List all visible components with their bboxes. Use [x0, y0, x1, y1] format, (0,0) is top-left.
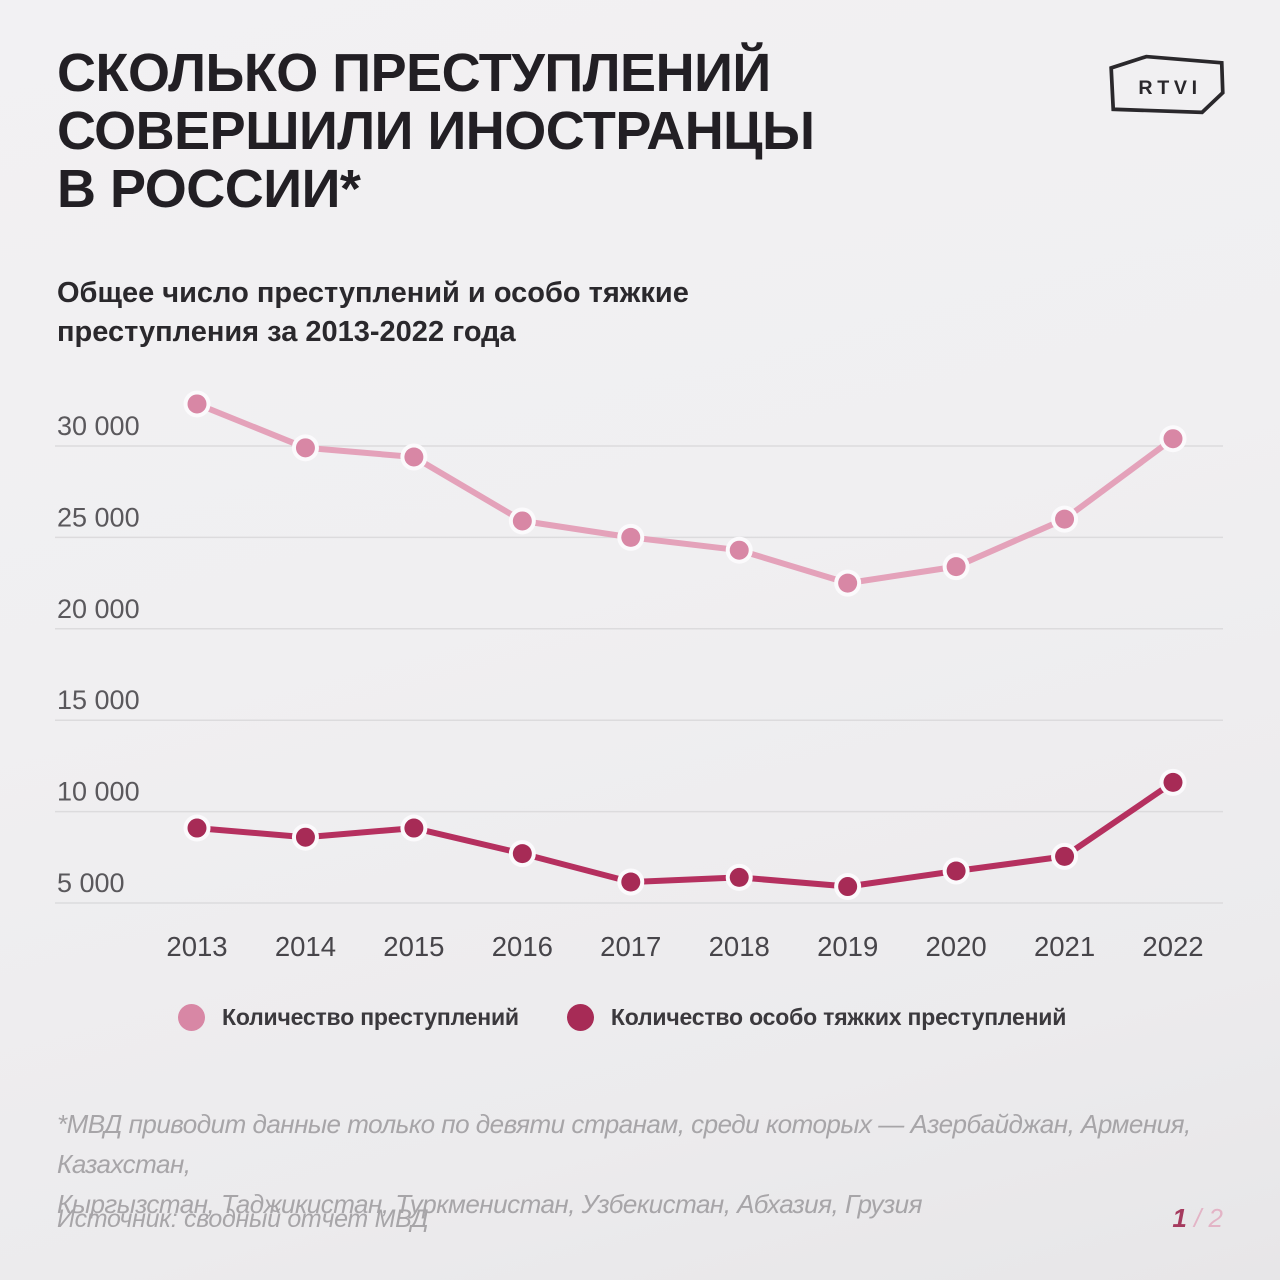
- data-point: [621, 872, 641, 892]
- data-point: [729, 867, 749, 887]
- page-separator: /: [1186, 1203, 1209, 1233]
- data-point: [838, 573, 858, 593]
- series-line-0: [194, 401, 1176, 587]
- legend-label-grave-crimes: Количество особо тяжких преступлений: [610, 1004, 1067, 1030]
- x-axis-tick-label: 2014: [275, 931, 336, 962]
- data-point: [1055, 509, 1075, 529]
- y-axis-tick-label: 25 000: [57, 502, 140, 532]
- legend-item-grave-crimes: Количество особо тяжких преступлений: [566, 1004, 1067, 1031]
- x-axis-tick-label: 2018: [709, 931, 770, 962]
- data-point: [946, 557, 966, 577]
- y-axis-tick-label: 15 000: [57, 685, 140, 715]
- data-point: [1163, 429, 1183, 449]
- source-label: Источник: сводный отчет МВД: [57, 1205, 429, 1233]
- page-indicator: 1 / 2: [1172, 1203, 1223, 1234]
- data-point: [621, 527, 641, 547]
- data-point: [404, 447, 424, 467]
- y-axis-tick-label: 20 000: [57, 594, 140, 624]
- rtvi-logo-frame-icon: [1109, 54, 1225, 115]
- data-point: [295, 827, 315, 847]
- source-row: Источник: сводный отчет МВД 1 / 2: [57, 1203, 1223, 1234]
- chart-legend: Количество преступлений Количество особо…: [178, 1004, 1066, 1031]
- x-axis-tick-label: 2019: [817, 931, 878, 962]
- page-current: 1: [1172, 1203, 1187, 1233]
- data-point: [1055, 846, 1075, 866]
- chart-subtitle: Общее число преступлений и особо тяжкие …: [57, 277, 689, 348]
- x-axis-tick-label: 2020: [926, 931, 987, 962]
- legend-dot-pink-icon: [178, 1004, 205, 1031]
- rtvi-logo-text: RTVI: [1138, 77, 1201, 99]
- x-axis-tick-label: 2022: [1142, 931, 1203, 962]
- rtvi-logo: RTVI: [1109, 54, 1225, 115]
- data-point: [838, 877, 858, 897]
- data-point: [187, 394, 207, 414]
- x-axis-tick-label: 2016: [492, 931, 553, 962]
- data-point: [946, 861, 966, 881]
- series-line-1: [194, 779, 1176, 890]
- x-axis-tick-label: 2015: [383, 931, 444, 962]
- legend-dot-crimson-icon: [566, 1004, 594, 1031]
- y-axis-tick-label: 5 000: [57, 868, 125, 898]
- y-axis-tick-label: 30 000: [57, 411, 140, 441]
- page-title: СКОЛЬКО ПРЕСТУПЛЕНИЙ СОВЕРШИЛИ ИНОСТРАНЦ…: [57, 43, 815, 219]
- data-point: [512, 844, 532, 864]
- legend-label-crimes-total: Количество преступлений: [222, 1004, 519, 1030]
- data-point: [512, 511, 532, 531]
- x-axis-tick-label: 2021: [1034, 931, 1095, 962]
- x-axis-tick-label: 2017: [600, 931, 661, 962]
- data-point: [729, 540, 749, 560]
- data-point: [295, 438, 315, 458]
- data-point: [187, 818, 207, 838]
- x-axis-tick-label: 2013: [166, 931, 227, 962]
- footnote: *МВД приводит данные только по девяти ст…: [57, 1109, 1191, 1219]
- y-axis-tick-label: 10 000: [57, 777, 140, 807]
- data-point: [404, 818, 424, 838]
- legend-item-crimes-total: Количество преступлений: [178, 1004, 519, 1031]
- data-point: [1163, 772, 1183, 792]
- page-total: 2: [1208, 1203, 1223, 1233]
